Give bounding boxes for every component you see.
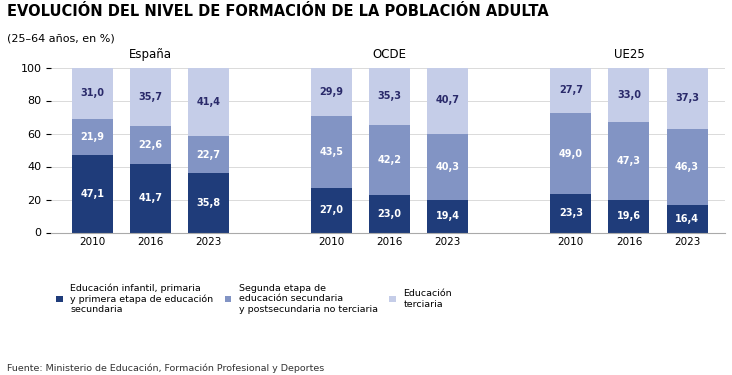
Text: 27,7: 27,7 [559,86,583,95]
Text: 47,1: 47,1 [81,189,104,199]
Text: 35,3: 35,3 [378,91,402,101]
Text: 43,5: 43,5 [320,147,343,157]
Bar [188,68,229,136]
Text: 19,4: 19,4 [436,211,460,222]
Text: 22,6: 22,6 [138,140,163,150]
Bar [188,136,229,173]
Text: 41,4: 41,4 [196,97,220,107]
Legend: Educación infantil, primaria
y primera etapa de educación
secundaria, Segunda et: Educación infantil, primaria y primera e… [56,284,452,314]
Bar [311,116,352,188]
Text: 40,3: 40,3 [436,162,460,172]
Text: 35,7: 35,7 [138,92,163,102]
Bar [72,68,113,118]
Text: 33,0: 33,0 [617,90,641,100]
Text: 46,3: 46,3 [675,162,699,172]
Text: (25–64 años, en %): (25–64 años, en %) [7,34,115,44]
Bar [608,200,649,232]
Text: 23,3: 23,3 [559,208,583,218]
Bar [667,206,708,232]
Text: OCDE: OCDE [373,48,407,61]
Text: 21,9: 21,9 [81,132,104,142]
Bar [667,68,708,129]
Bar [369,67,410,125]
Text: 19,6: 19,6 [617,211,641,221]
Bar [72,155,113,232]
Bar [427,134,468,201]
Text: UE25: UE25 [613,48,644,61]
Text: 35,8: 35,8 [196,198,220,208]
Text: 29,9: 29,9 [320,87,343,96]
Bar [311,188,352,232]
Text: 47,3: 47,3 [617,156,641,166]
Bar [130,126,171,164]
Bar [130,68,171,126]
Bar [427,201,468,232]
Bar [667,129,708,206]
Text: EVOLUCIÓN DEL NIVEL DE FORMACIÓN DE LA POBLACIÓN ADULTA: EVOLUCIÓN DEL NIVEL DE FORMACIÓN DE LA P… [7,4,549,19]
Text: 40,7: 40,7 [436,95,460,105]
Bar [130,164,171,232]
Text: 31,0: 31,0 [81,88,104,98]
Bar [550,68,591,113]
Text: 42,2: 42,2 [378,155,402,165]
Text: 37,3: 37,3 [675,93,699,103]
Bar [550,113,591,194]
Bar [311,67,352,116]
Text: 49,0: 49,0 [559,148,583,159]
Text: 23,0: 23,0 [378,209,402,219]
Text: 41,7: 41,7 [138,193,163,203]
Bar [369,125,410,195]
Text: España: España [129,48,172,61]
Bar [369,195,410,232]
Bar [427,67,468,134]
Bar [608,122,649,200]
Bar [72,118,113,155]
Bar [550,194,591,232]
Bar [188,173,229,232]
Text: 22,7: 22,7 [196,150,220,160]
Bar [608,68,649,122]
Text: 27,0: 27,0 [320,205,343,215]
Text: Fuente: Ministerio de Educación, Formación Profesional y Deportes: Fuente: Ministerio de Educación, Formaci… [7,364,324,373]
Text: 16,4: 16,4 [675,214,699,224]
